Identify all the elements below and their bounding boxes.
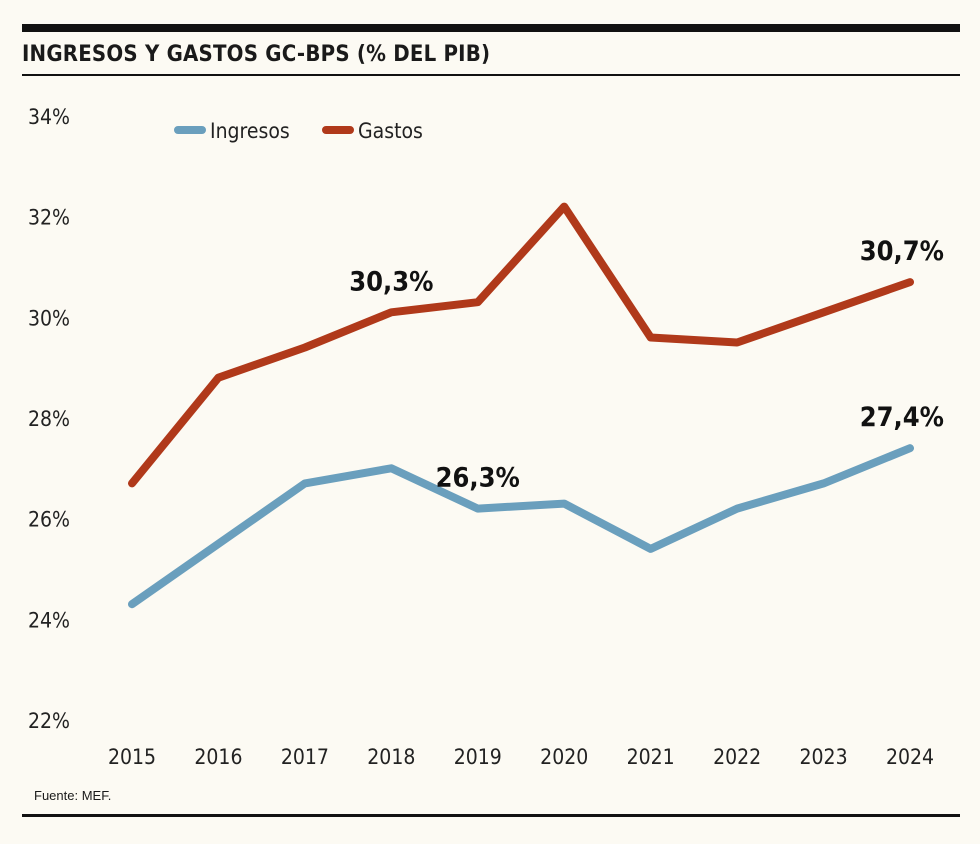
y-tick-label: 30% xyxy=(28,306,70,330)
data-point-gastos xyxy=(390,311,392,313)
annotation-label: 26,3% xyxy=(436,463,520,494)
data-point-ingresos xyxy=(131,603,133,605)
y-tick-label: 26% xyxy=(28,508,70,532)
x-tick-label: 2024 xyxy=(886,745,934,769)
data-point-gastos xyxy=(909,281,911,283)
data-point-ingresos xyxy=(563,503,565,505)
x-tick-label: 2021 xyxy=(627,745,675,769)
x-tick-label: 2017 xyxy=(281,745,329,769)
data-point-ingresos xyxy=(217,543,219,545)
data-point-ingresos xyxy=(909,447,911,449)
data-point-ingresos xyxy=(650,548,652,550)
x-tick-label: 2022 xyxy=(713,745,761,769)
source-note: Fuente: MEF. xyxy=(34,788,112,803)
x-tick-label: 2015 xyxy=(108,745,156,769)
data-point-ingresos xyxy=(477,508,479,510)
data-point-gastos xyxy=(563,206,565,208)
y-tick-label: 28% xyxy=(28,407,70,431)
series-line-ingresos xyxy=(128,444,914,609)
data-point-gastos xyxy=(736,342,738,343)
series-line-gastos xyxy=(128,202,914,488)
legend-label-gastos: Gastos xyxy=(358,119,423,143)
annotation-label: 27,4% xyxy=(860,402,944,433)
x-tick-label: 2020 xyxy=(540,745,588,769)
x-tick-label: 2018 xyxy=(367,745,415,769)
data-point-gastos xyxy=(477,301,479,303)
legend-label-ingresos: Ingresos xyxy=(210,119,290,143)
data-point-gastos xyxy=(650,336,652,338)
x-tick-label: 2019 xyxy=(454,745,502,769)
y-tick-label: 34% xyxy=(28,105,70,129)
annotation-label: 30,7% xyxy=(860,236,944,267)
data-point-ingresos xyxy=(823,482,825,484)
data-point-gastos xyxy=(217,377,219,379)
bottom-rule xyxy=(22,814,960,817)
data-point-gastos xyxy=(304,347,306,349)
y-tick-label: 22% xyxy=(28,709,70,733)
data-point-ingresos xyxy=(390,467,392,469)
x-tick-label: 2023 xyxy=(800,745,848,769)
chart-title: INGRESOS Y GASTOS GC-BPS (% DEL PIB) xyxy=(22,42,491,67)
title-rule xyxy=(22,74,960,76)
data-point-gastos xyxy=(131,482,133,484)
y-tick-label: 24% xyxy=(28,608,70,632)
y-tick-label: 32% xyxy=(28,206,70,230)
data-point-gastos xyxy=(823,311,825,313)
top-rule xyxy=(22,24,960,32)
data-point-ingresos xyxy=(736,508,738,510)
x-tick-label: 2016 xyxy=(194,745,242,769)
data-point-ingresos xyxy=(304,482,306,484)
annotation-label: 30,3% xyxy=(349,266,433,297)
